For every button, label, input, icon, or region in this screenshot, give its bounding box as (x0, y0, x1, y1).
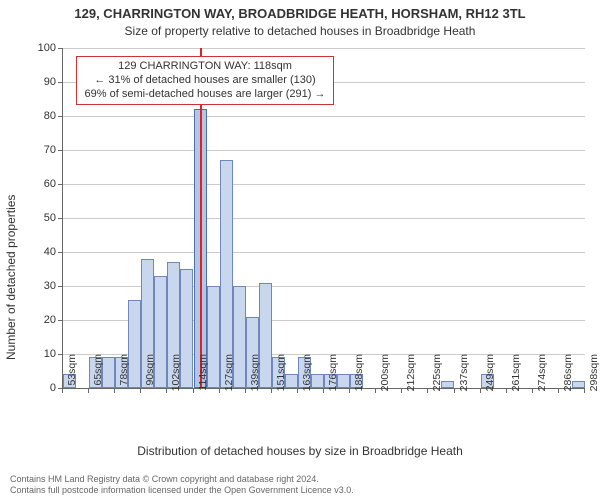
annotation-line-3: 69% of semi-detached houses are larger (… (83, 88, 327, 102)
x-tick-mark (219, 388, 220, 393)
gridline (63, 218, 585, 219)
y-tick-label: 30 (30, 280, 56, 292)
y-tick-mark (58, 48, 63, 49)
x-tick-label: 237sqm (458, 354, 470, 398)
y-tick-mark (58, 82, 63, 83)
bar (337, 374, 350, 388)
x-tick-label: 90sqm (144, 354, 156, 398)
x-tick-label: 249sqm (484, 354, 496, 398)
gridline (63, 184, 585, 185)
footer-line-1: Contains HM Land Registry data © Crown c… (10, 474, 354, 485)
x-tick-mark (297, 388, 298, 393)
y-tick-label: 10 (30, 348, 56, 360)
x-tick-label: 127sqm (223, 354, 235, 398)
x-tick-label: 151sqm (275, 354, 287, 398)
x-tick-mark (140, 388, 141, 393)
x-tick-mark (62, 388, 63, 393)
bar (154, 276, 167, 388)
bar (128, 300, 141, 388)
x-tick-mark (454, 388, 455, 393)
y-tick-mark (58, 286, 63, 287)
x-tick-mark (88, 388, 89, 393)
y-tick-mark (58, 354, 63, 355)
y-tick-label: 0 (30, 382, 56, 394)
bar (441, 381, 454, 388)
x-tick-label: 139sqm (249, 354, 261, 398)
gridline (63, 48, 585, 49)
x-tick-label: 102sqm (170, 354, 182, 398)
y-tick-mark (58, 320, 63, 321)
x-tick-label: 188sqm (353, 354, 365, 398)
x-tick-label: 286sqm (562, 354, 574, 398)
x-tick-row (62, 388, 584, 448)
gridline (63, 252, 585, 253)
x-tick-label: 261sqm (510, 354, 522, 398)
y-tick-mark (58, 218, 63, 219)
y-tick-label: 50 (30, 212, 56, 224)
y-tick-label: 80 (30, 110, 56, 122)
x-tick-mark (114, 388, 115, 393)
y-axis-label: Number of detached properties (4, 195, 18, 360)
x-tick-label: 65sqm (92, 354, 104, 398)
x-axis-label: Distribution of detached houses by size … (0, 444, 600, 458)
x-tick-label: 225sqm (431, 354, 443, 398)
x-tick-mark (166, 388, 167, 393)
x-tick-mark (245, 388, 246, 393)
y-tick-label: 40 (30, 246, 56, 258)
footer-attribution: Contains HM Land Registry data © Crown c… (10, 474, 354, 496)
x-tick-mark (193, 388, 194, 393)
annotation-line-1: 129 CHARRINGTON WAY: 118sqm (83, 60, 327, 74)
x-tick-mark (401, 388, 402, 393)
annotation-box: 129 CHARRINGTON WAY: 118sqm ← 31% of det… (76, 56, 334, 105)
x-tick-mark (349, 388, 350, 393)
x-tick-mark (584, 388, 585, 393)
chart-subtitle: Size of property relative to detached ho… (0, 24, 600, 38)
footer-line-2: Contains full postcode information licen… (10, 485, 354, 496)
y-tick-mark (58, 184, 63, 185)
x-tick-label: 274sqm (536, 354, 548, 398)
x-tick-mark (532, 388, 533, 393)
x-tick-label: 200sqm (379, 354, 391, 398)
y-tick-mark (58, 116, 63, 117)
bar (180, 269, 193, 388)
chart-address-title: 129, CHARRINGTON WAY, BROADBRIDGE HEATH,… (0, 6, 600, 21)
x-tick-mark (506, 388, 507, 393)
chart-container: { "header": { "address": "129, CHARRINGT… (0, 0, 600, 500)
x-tick-label: 176sqm (327, 354, 339, 398)
y-tick-label: 90 (30, 76, 56, 88)
x-tick-label: 78sqm (118, 354, 130, 398)
y-tick-label: 20 (30, 314, 56, 326)
x-tick-label: 298sqm (588, 354, 600, 398)
bar (102, 357, 115, 388)
annotation-line-2: ← 31% of detached houses are smaller (13… (83, 74, 327, 88)
y-tick-mark (58, 252, 63, 253)
y-tick-label: 70 (30, 144, 56, 156)
x-tick-label: 163sqm (301, 354, 313, 398)
x-tick-mark (271, 388, 272, 393)
x-tick-label: 53sqm (66, 354, 78, 398)
x-tick-label: 212sqm (405, 354, 417, 398)
x-tick-mark (427, 388, 428, 393)
x-tick-label: 114sqm (197, 354, 209, 398)
gridline (63, 150, 585, 151)
x-tick-mark (480, 388, 481, 393)
y-tick-label: 100 (30, 42, 56, 54)
x-tick-mark (323, 388, 324, 393)
y-tick-label: 60 (30, 178, 56, 190)
gridline (63, 116, 585, 117)
y-tick-mark (58, 150, 63, 151)
x-tick-mark (375, 388, 376, 393)
x-tick-mark (558, 388, 559, 393)
